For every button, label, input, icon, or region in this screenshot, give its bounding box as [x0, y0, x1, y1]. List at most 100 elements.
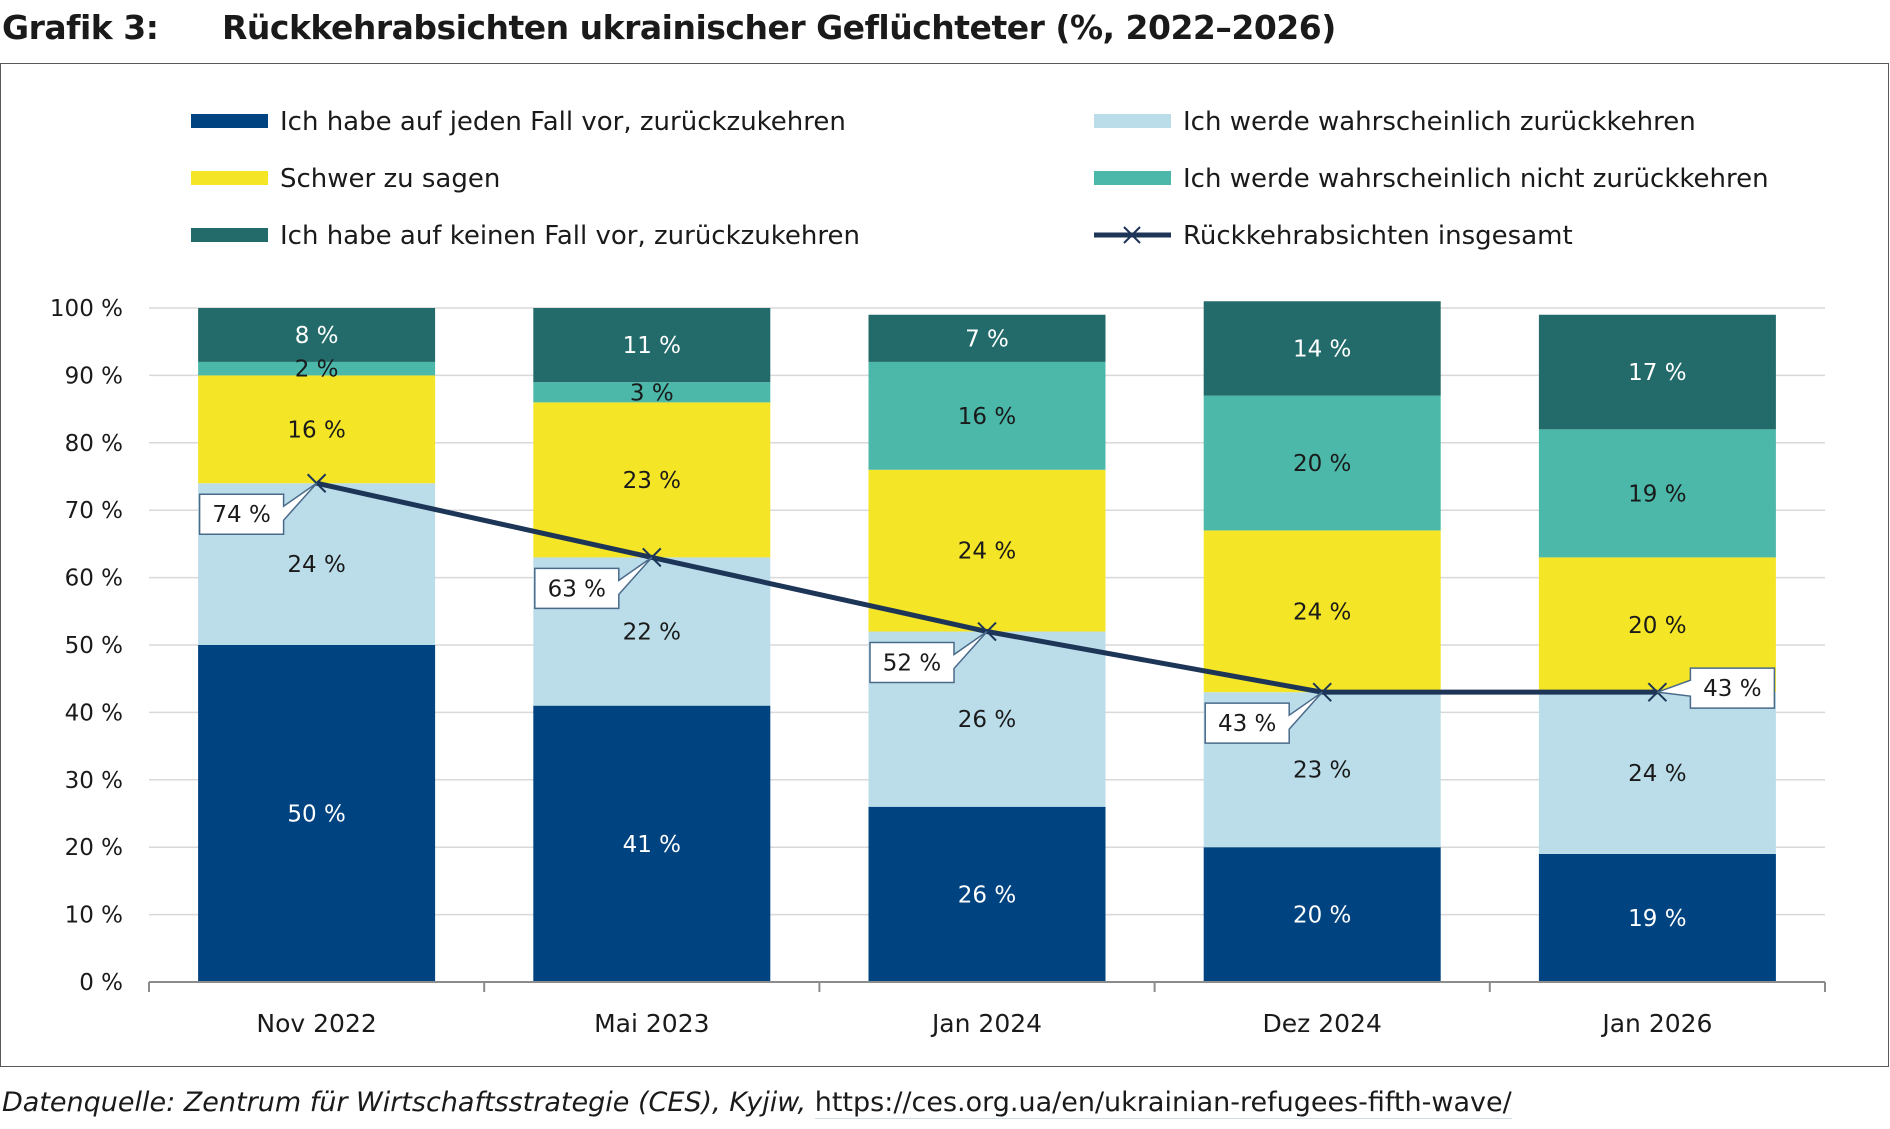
- line-callout: 63 %: [534, 556, 653, 610]
- legend-label: Schwer zu sagen: [280, 164, 500, 194]
- figure-number: Grafik 3:: [2, 8, 159, 47]
- callout-box: [198, 482, 318, 535]
- segment-label: 23 %: [623, 468, 681, 494]
- segment-label: 19 %: [1628, 481, 1686, 507]
- callout-box: [1204, 691, 1323, 744]
- x-axis: Nov 2022 Mai 2023 Jan 2024 Dez 2024 Jan 2026: [148, 981, 1826, 1038]
- segment-label: 50 %: [287, 802, 345, 828]
- bar-segment: [1538, 853, 1776, 982]
- legend-item: Rückkehrabsichten insgesamt: [1094, 221, 1573, 251]
- line-callout: 43 %: [1204, 691, 1323, 744]
- legend-label: Ich habe auf keinen Fall vor, zurückzuke…: [280, 221, 860, 251]
- x-tick-label: Jan 2024: [930, 1009, 1042, 1038]
- legend-label: Rückkehrabsichten insgesamt: [1183, 221, 1573, 251]
- line-data-label: 74 %: [212, 502, 270, 528]
- segment-label: 7 %: [965, 326, 1009, 352]
- line-data-label: 52 %: [883, 651, 941, 677]
- line-callout: 52 %: [869, 630, 988, 684]
- legend-swatch: [1094, 171, 1171, 185]
- bar-segment: [1538, 692, 1776, 854]
- segment-label: 41 %: [623, 832, 681, 858]
- segment-label: 17 %: [1628, 360, 1686, 386]
- segment-labels: 50 % 24 % 16 % 2 % 8 % 41 % 22 % 23 % 3 % 11 % 26 …: [287, 323, 1686, 932]
- callout-box: [1657, 667, 1776, 709]
- y-tick-label: 0 %: [79, 970, 123, 996]
- bars: [198, 301, 1776, 982]
- segment-label: 20 %: [1293, 451, 1351, 477]
- y-tick-label: 30 %: [65, 768, 123, 794]
- bar-segment: [1538, 429, 1776, 558]
- bar-segment: [1203, 301, 1441, 396]
- legend-label: Ich werde wahrscheinlich zurückkehren: [1183, 107, 1696, 137]
- callout-box: [869, 630, 988, 684]
- legend-swatch: [191, 228, 268, 242]
- y-tick-label: 80 %: [65, 431, 123, 457]
- legend-item: Ich habe auf keinen Fall vor, zurückzuke…: [191, 221, 860, 251]
- bar-segment: [868, 469, 1106, 632]
- bar-segment: [533, 402, 771, 558]
- line-data-label: 63 %: [548, 576, 606, 602]
- legend-swatch: [1094, 114, 1171, 128]
- source-note: Datenquelle: Zentrum für Wirtschaftsstra…: [2, 1087, 1512, 1119]
- segment-label: 2 %: [295, 357, 339, 383]
- bar-segment: [1203, 847, 1441, 982]
- bar-segment: [198, 645, 436, 982]
- y-tick-label: 60 %: [65, 566, 123, 592]
- line-callout: 43 %: [1657, 667, 1776, 709]
- bar-segment: [533, 705, 771, 982]
- y-tick-label: 90 %: [65, 363, 123, 389]
- segment-label: 3 %: [630, 380, 674, 406]
- source-link[interactable]: https://ces.org.ua/en/ukrainian-refugees…: [814, 1087, 1512, 1119]
- y-tick-label: 100 %: [50, 296, 123, 322]
- chart-frame: 0 % 10 % 20 % 30 % 40 % 50 % 60 % 70 % 80 % 90 % 1…: [0, 63, 1889, 1067]
- legend-item: Schwer zu sagen: [191, 164, 500, 194]
- bar-segment: [198, 308, 436, 362]
- segment-label: 24 %: [287, 552, 345, 578]
- source-prefix: Datenquelle: Zentrum für Wirtschaftsstra…: [2, 1087, 807, 1118]
- legend-label: Ich werde wahrscheinlich nicht zurückkeh…: [1183, 164, 1769, 194]
- segment-label: 20 %: [1293, 903, 1351, 929]
- legend-item: Ich habe auf jeden Fall vor, zurückzukeh…: [191, 107, 846, 137]
- chart-title: Rückkehrabsichten ukrainischer Geflüchte…: [222, 8, 1336, 47]
- y-tick-label: 70 %: [65, 498, 123, 524]
- legend: Ich habe auf jeden Fall vor, zurückzukeh…: [191, 107, 1769, 251]
- x-tick-label: Mai 2023: [594, 1009, 709, 1038]
- bar-segment: [533, 382, 771, 403]
- segment-label: 16 %: [958, 404, 1016, 430]
- x-tick-label: Jan 2026: [1600, 1009, 1712, 1038]
- legend-label: Ich habe auf jeden Fall vor, zurückzukeh…: [280, 107, 846, 137]
- bar-segment: [533, 308, 771, 383]
- chart-svg: 0 % 10 % 20 % 30 % 40 % 50 % 60 % 70 % 80 % 90 % 1…: [50, 107, 1826, 1038]
- y-tick-label: 20 %: [65, 835, 123, 861]
- line-data-label: 43 %: [1218, 711, 1276, 737]
- legend-swatch: [191, 114, 268, 128]
- bar-segment: [198, 375, 436, 484]
- legend-item: Ich werde wahrscheinlich zurückkehren: [1094, 107, 1696, 137]
- y-tick-label: 50 %: [65, 633, 123, 659]
- segment-label: 16 %: [287, 417, 345, 443]
- segment-label: 24 %: [958, 539, 1016, 565]
- segment-label: 26 %: [958, 707, 1016, 733]
- segment-label: 8 %: [295, 323, 339, 349]
- x-tick-label: Nov 2022: [256, 1009, 376, 1038]
- line-data-label: 43 %: [1703, 676, 1761, 702]
- segment-label: 11 %: [623, 333, 681, 359]
- line-callout: 74 %: [198, 482, 318, 535]
- bar-segment: [868, 314, 1106, 362]
- callout-box: [534, 556, 653, 610]
- segment-label: 14 %: [1293, 336, 1351, 362]
- segment-label: 24 %: [1293, 599, 1351, 625]
- legend-marker: [1123, 226, 1141, 244]
- legend-item: Ich werde wahrscheinlich nicht zurückkeh…: [1094, 164, 1769, 194]
- line-callouts: 74 % 63 % 52 % 43 % 43 %: [198, 482, 1776, 744]
- segment-label: 23 %: [1293, 758, 1351, 784]
- figure-title: Grafik 3: Rückkehrabsichten ukrainischer…: [0, 8, 1890, 52]
- bar-segment: [1538, 314, 1776, 430]
- y-tick-label: 10 %: [65, 903, 123, 929]
- bar-segment: [198, 361, 436, 376]
- x-tick-label: Dez 2024: [1263, 1009, 1382, 1038]
- y-tick-label: 40 %: [65, 700, 123, 726]
- bar-segment: [1203, 395, 1441, 531]
- segment-label: 26 %: [958, 882, 1016, 908]
- bar-segment: [868, 361, 1106, 470]
